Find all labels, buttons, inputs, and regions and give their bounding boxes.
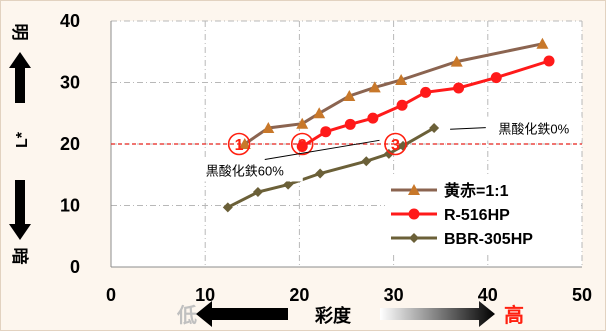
x-tick-label: 20 — [289, 285, 309, 305]
y-tick-labels: 0 10 20 30 40 — [60, 11, 80, 277]
data-point — [429, 123, 440, 134]
data-point — [222, 202, 233, 213]
data-point — [383, 148, 394, 159]
arrow-left-icon — [196, 301, 288, 327]
data-point — [238, 138, 251, 149]
data-point — [536, 37, 549, 49]
legend-swatch-marker — [409, 233, 419, 243]
annotation-number: 3 — [391, 137, 400, 154]
legend-swatch-marker — [408, 184, 420, 195]
y-tick-label: 20 — [60, 134, 80, 154]
series-2 — [296, 55, 555, 152]
annotation-circle — [227, 132, 251, 156]
y-axis-label: L* — [14, 131, 31, 148]
legend-item: R-516HP — [391, 207, 510, 224]
x-tick-label: 30 — [384, 285, 404, 305]
annotation-circle — [290, 132, 314, 156]
data-point — [262, 122, 275, 134]
data-point — [453, 82, 465, 94]
annotation-number: 1 — [235, 137, 244, 154]
y-axis-top-label: 明 — [10, 24, 29, 41]
series-1 — [238, 37, 549, 149]
data-point — [450, 55, 463, 67]
legend-label: R-516HP — [444, 207, 510, 224]
data-point — [296, 140, 308, 152]
data-point — [490, 72, 502, 84]
data-point — [367, 112, 379, 124]
data-point — [344, 118, 356, 130]
y-tick-label: 0 — [70, 257, 80, 277]
data-point — [396, 99, 408, 111]
arrow-down-icon — [9, 180, 31, 240]
data-point — [313, 107, 326, 119]
data-point — [543, 55, 555, 67]
y-tick-label: 30 — [60, 73, 80, 93]
x-axis-high-label: 高 — [504, 303, 524, 327]
data-point — [395, 74, 408, 86]
annotations: 1 2 3 黒酸化鉄0% 黒酸化鉄60% — [186, 116, 582, 182]
x-tick-label: 40 — [478, 285, 498, 305]
x-tick-label: 0 — [106, 285, 116, 305]
arrow-up-icon — [9, 52, 31, 103]
data-point — [320, 126, 332, 138]
legend: 黄赤=1:1 R-516HP BBR-305HP — [385, 176, 581, 254]
series-layer — [222, 37, 555, 213]
data-point — [420, 86, 432, 98]
annotation-circle — [384, 132, 407, 156]
callout-0pct: 黒酸化鉄0% — [498, 122, 569, 137]
legend-item: 黄赤=1:1 — [391, 181, 509, 200]
callout-leader — [264, 139, 380, 160]
x-tick-label: 50 — [572, 285, 592, 305]
data-point — [361, 156, 372, 167]
callout-60pct: 黒酸化鉄60% — [206, 163, 284, 178]
data-point — [368, 81, 381, 93]
data-point — [343, 90, 356, 102]
arrow-right-icon — [380, 301, 495, 327]
y-axis-bottom-label: 暗 — [10, 248, 30, 265]
data-point — [252, 186, 263, 197]
callout-box — [485, 116, 582, 141]
legend-swatch-marker — [408, 208, 420, 220]
annotation-number: 2 — [298, 137, 307, 154]
legend-label: 黄赤=1:1 — [444, 181, 509, 200]
x-tick-label: 10 — [195, 285, 215, 305]
series-3 — [222, 123, 440, 213]
y-tick-label: 40 — [60, 11, 80, 31]
data-point — [283, 179, 294, 190]
legend-label: BBR-305HP — [444, 231, 533, 248]
data-point — [315, 168, 326, 179]
x-tick-labels: 0 10 20 30 40 50 — [106, 285, 592, 305]
data-point — [296, 117, 309, 129]
y-tick-label: 10 — [60, 196, 80, 216]
x-axis-label: 彩度 — [314, 305, 352, 326]
callout-leader — [450, 127, 486, 130]
legend-item: BBR-305HP — [391, 231, 533, 248]
callout-box — [186, 159, 303, 182]
x-axis-low-label: 低 — [176, 303, 197, 327]
